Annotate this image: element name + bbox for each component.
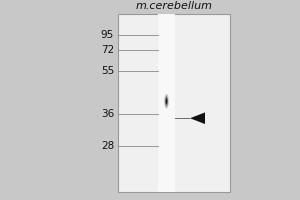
Ellipse shape bbox=[166, 100, 167, 103]
Bar bbox=[118, 14, 230, 192]
Text: m.cerebellum: m.cerebellum bbox=[136, 1, 212, 11]
Text: 28: 28 bbox=[101, 141, 114, 151]
Ellipse shape bbox=[166, 98, 167, 104]
Text: 55: 55 bbox=[101, 66, 114, 76]
Text: 36: 36 bbox=[101, 109, 114, 119]
Text: 72: 72 bbox=[101, 45, 114, 55]
Ellipse shape bbox=[164, 94, 169, 108]
Ellipse shape bbox=[165, 96, 168, 106]
Text: 95: 95 bbox=[101, 30, 114, 40]
Bar bbox=[158, 14, 175, 192]
Polygon shape bbox=[190, 112, 205, 124]
